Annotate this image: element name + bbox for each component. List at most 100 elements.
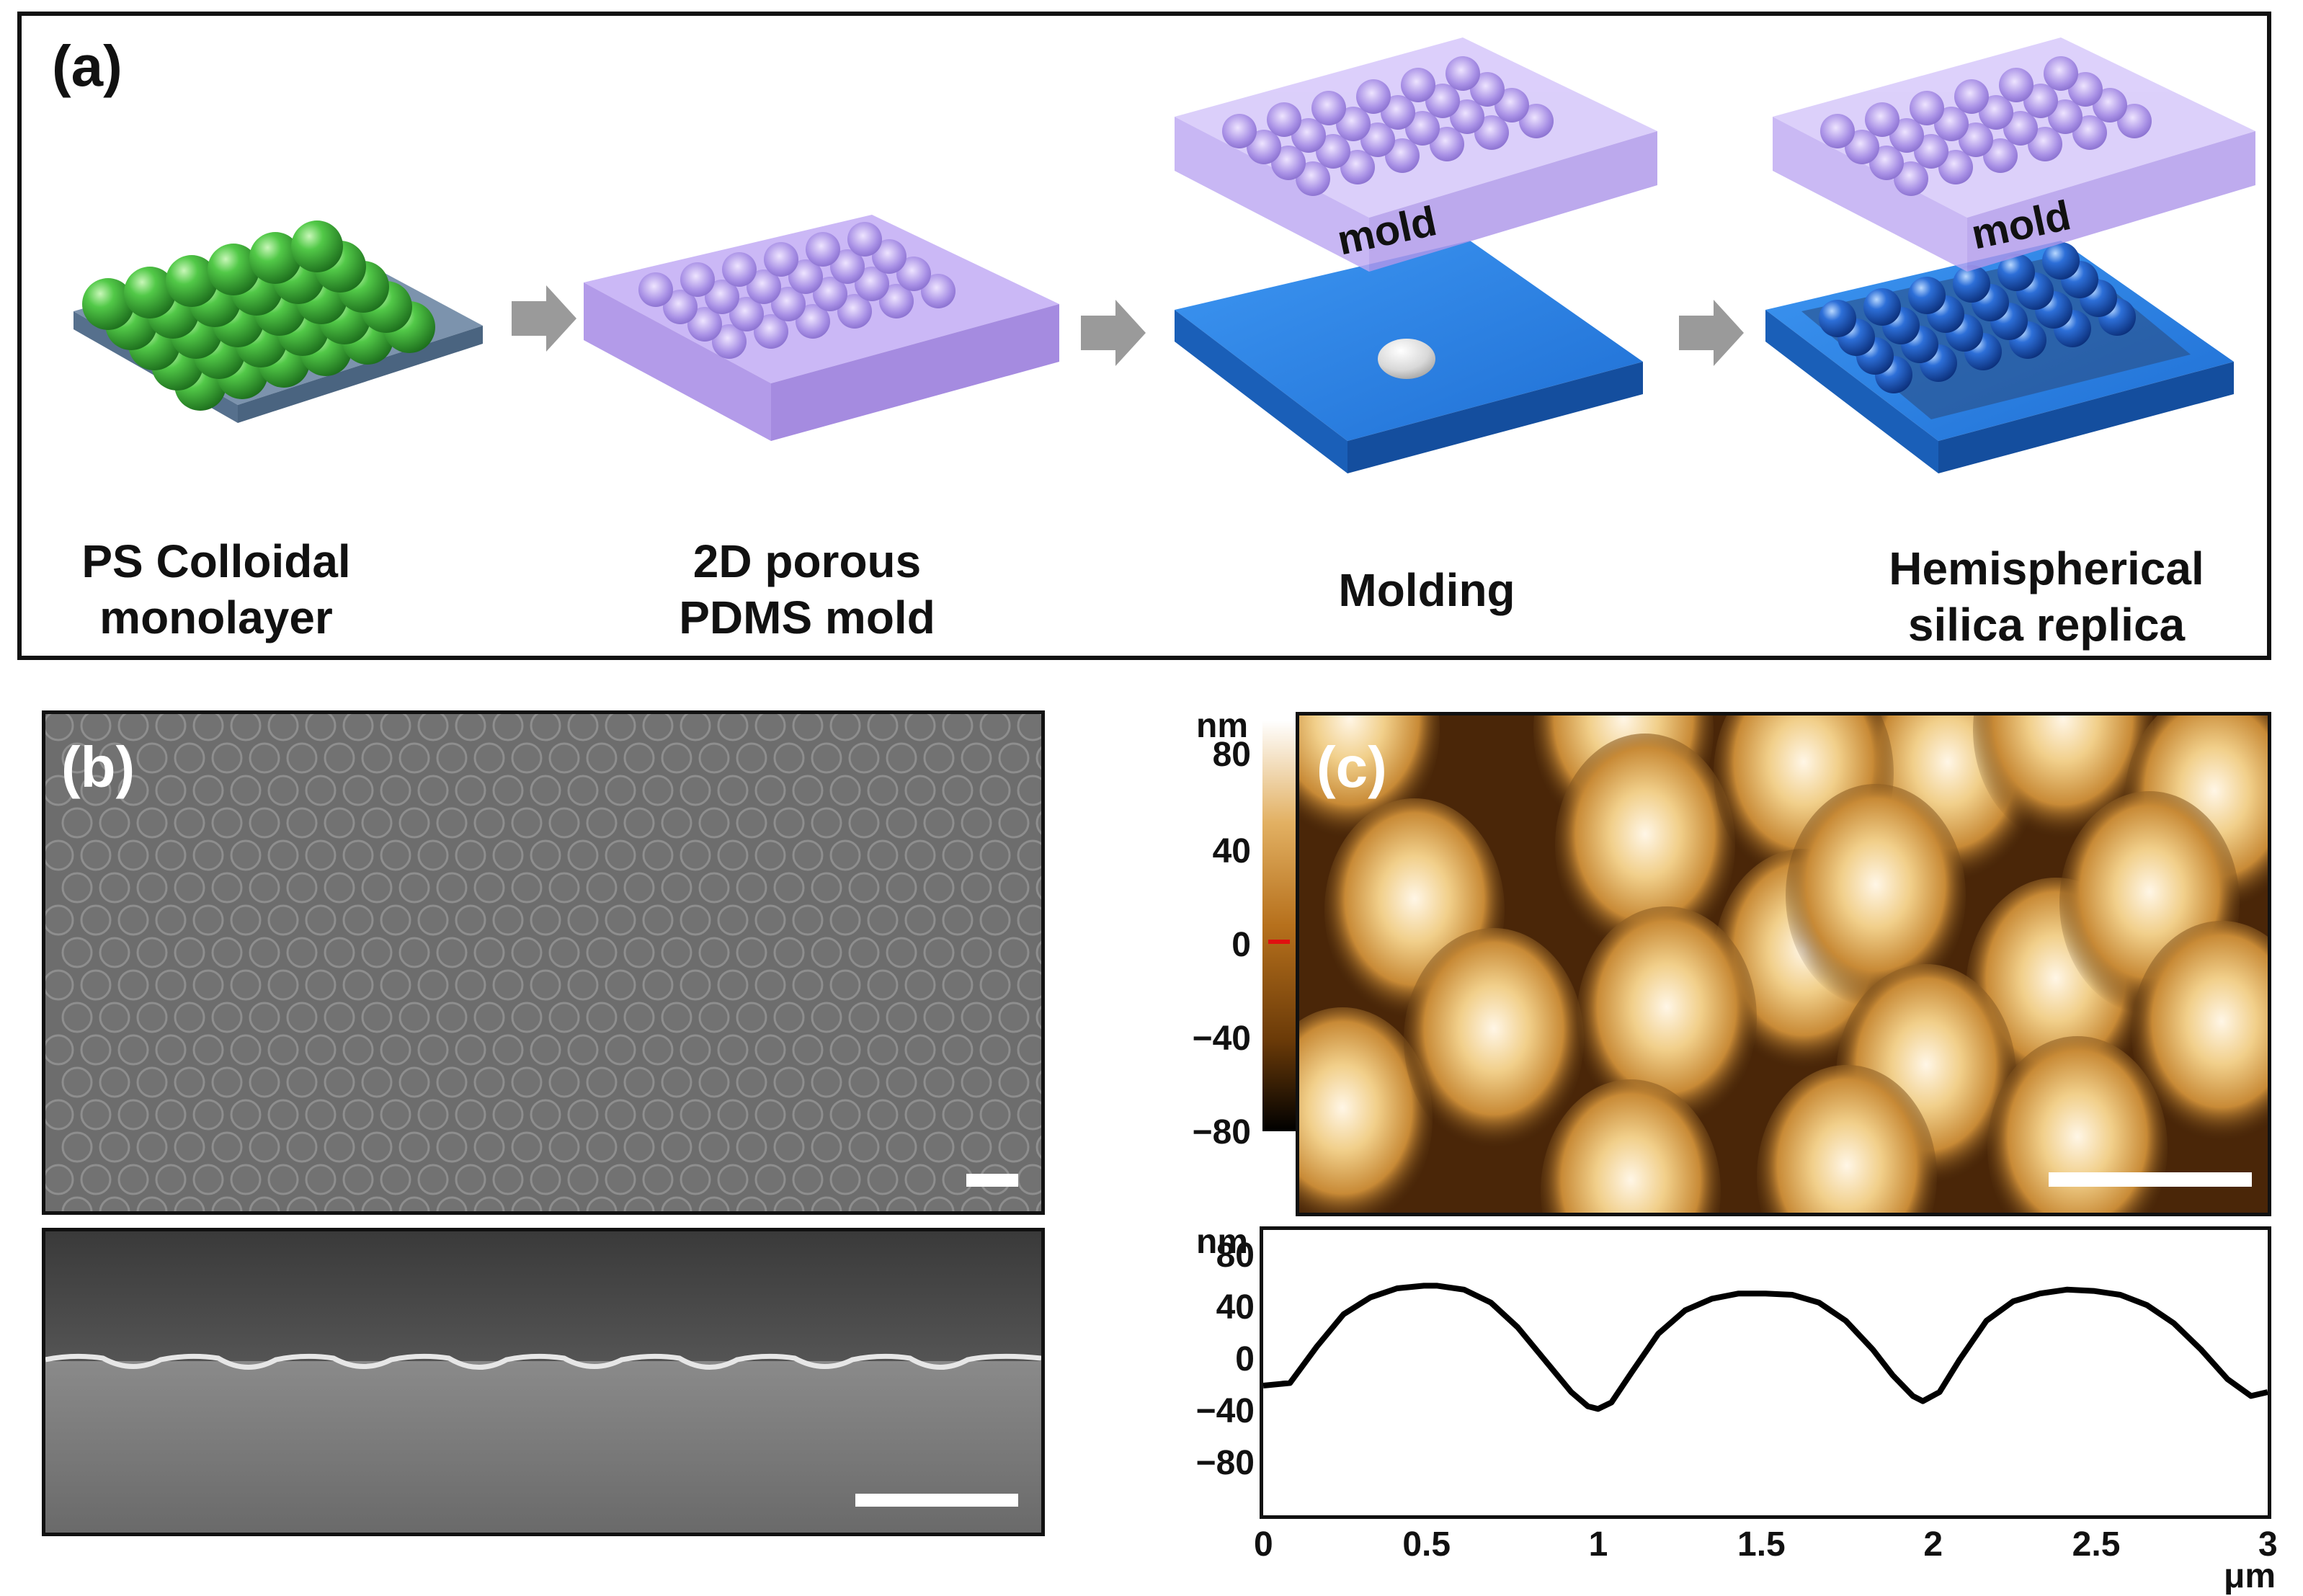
afm-height-map: (c) bbox=[1296, 712, 2271, 1216]
sem-particle bbox=[867, 775, 899, 806]
sem-particle bbox=[324, 742, 355, 774]
sem-particle bbox=[979, 839, 1011, 871]
sem-particle bbox=[811, 807, 842, 839]
sem-particle bbox=[211, 1196, 243, 1211]
sem-particle bbox=[886, 1131, 917, 1163]
silica-hemisphere bbox=[1863, 288, 1901, 326]
caption-step1-line1: PS Colloidal bbox=[81, 535, 351, 587]
sem-particle bbox=[192, 839, 224, 871]
sem-particle bbox=[661, 937, 692, 968]
sem-particle bbox=[736, 1002, 767, 1033]
mold-pore bbox=[1222, 114, 1257, 148]
sem-particle bbox=[979, 714, 1011, 741]
sem-particle bbox=[473, 1196, 505, 1211]
sem-particle bbox=[661, 1131, 692, 1163]
sem-particle bbox=[661, 742, 692, 774]
colorbar-tick-0: 0 bbox=[1231, 926, 1251, 964]
profile-y-tick: −80 bbox=[1195, 1444, 1255, 1482]
mold-pore bbox=[1381, 95, 1415, 130]
sem-particle bbox=[436, 1131, 468, 1163]
sem-particle bbox=[811, 872, 842, 904]
sem-particle bbox=[117, 1034, 149, 1066]
sem-particle bbox=[942, 839, 974, 871]
sem-particle bbox=[680, 775, 711, 806]
sem-particle bbox=[230, 1099, 262, 1131]
sem-particle bbox=[961, 807, 992, 839]
sem-particle bbox=[511, 742, 543, 774]
mold-pore bbox=[1267, 102, 1301, 137]
sem-particle bbox=[492, 969, 524, 1001]
sem-particle bbox=[455, 1099, 486, 1131]
sem-particle bbox=[942, 714, 974, 741]
sem-particle bbox=[867, 904, 899, 936]
sem-particle bbox=[548, 742, 580, 774]
mold-pore bbox=[729, 297, 764, 331]
sem-particle bbox=[736, 807, 767, 839]
sem-particle bbox=[286, 937, 318, 968]
mold-pore bbox=[687, 307, 722, 342]
profile-ylabel: nm bbox=[1196, 1223, 1248, 1261]
sem-particle bbox=[267, 1099, 299, 1131]
sem-particle bbox=[286, 807, 318, 839]
sem-particle bbox=[773, 1196, 805, 1211]
mold-pore bbox=[1889, 118, 1924, 153]
sem-particle bbox=[754, 1034, 786, 1066]
sem-particle bbox=[942, 969, 974, 1001]
sem-particle bbox=[249, 1066, 280, 1098]
scale-bar-afm bbox=[2049, 1172, 2252, 1187]
sem-particle bbox=[80, 969, 112, 1001]
colorbar-tick-80: 80 bbox=[1212, 736, 1251, 774]
sem-particle bbox=[80, 1164, 112, 1195]
colorbar-tick-neg40: −40 bbox=[1192, 1020, 1251, 1058]
sem-particle bbox=[455, 714, 486, 741]
sem-particle bbox=[736, 1196, 767, 1211]
sem-particle bbox=[305, 904, 337, 936]
mold-pore bbox=[896, 257, 931, 291]
arrow-right-icon bbox=[512, 285, 576, 352]
sem-particle bbox=[886, 937, 917, 968]
ps-sphere bbox=[291, 220, 343, 272]
sem-particle bbox=[455, 839, 486, 871]
mold-pore bbox=[872, 239, 906, 274]
sem-particle bbox=[642, 1034, 674, 1066]
sem-particle bbox=[324, 1131, 355, 1163]
sem-particle bbox=[848, 1002, 880, 1033]
sem-particle bbox=[605, 775, 636, 806]
sem-particle bbox=[998, 807, 1030, 839]
mold-pore bbox=[1910, 91, 1944, 125]
sem-particle bbox=[904, 775, 936, 806]
sem-particle bbox=[754, 1099, 786, 1131]
sem-particle bbox=[249, 742, 280, 774]
sem-particle bbox=[492, 1034, 524, 1066]
sem-particle bbox=[998, 1066, 1030, 1098]
sem-particle bbox=[567, 714, 599, 741]
sem-particle bbox=[155, 775, 187, 806]
sem-particle bbox=[586, 1066, 618, 1098]
sem-particle bbox=[923, 872, 955, 904]
sem-particle bbox=[45, 904, 74, 936]
sem-particle bbox=[1035, 1070, 1041, 1095]
sem-particle bbox=[717, 1099, 749, 1131]
step1-colloidal-illustration bbox=[74, 220, 483, 423]
sem-particle bbox=[829, 714, 861, 741]
sem-particle bbox=[923, 1066, 955, 1098]
sem-top-view-image: (b) bbox=[42, 710, 1045, 1215]
sem-particle bbox=[961, 1066, 992, 1098]
step2-pdms-illustration bbox=[584, 215, 1059, 441]
sem-particle bbox=[230, 839, 262, 871]
mold-pore bbox=[1336, 107, 1371, 141]
sem-particle bbox=[548, 937, 580, 968]
mold-pore bbox=[1938, 150, 1973, 184]
sem-particle bbox=[605, 904, 636, 936]
sem-particle bbox=[848, 1066, 880, 1098]
sem-particle bbox=[661, 1196, 692, 1211]
sem-particle bbox=[136, 937, 168, 968]
mold-pore bbox=[830, 249, 865, 284]
sem-particle bbox=[680, 1099, 711, 1131]
sem-particle bbox=[586, 807, 618, 839]
sem-particle bbox=[324, 872, 355, 904]
sem-particle bbox=[829, 1164, 861, 1195]
sem-particle bbox=[904, 839, 936, 871]
silica-hemisphere bbox=[1908, 277, 1946, 314]
ps-sphere bbox=[82, 278, 134, 330]
